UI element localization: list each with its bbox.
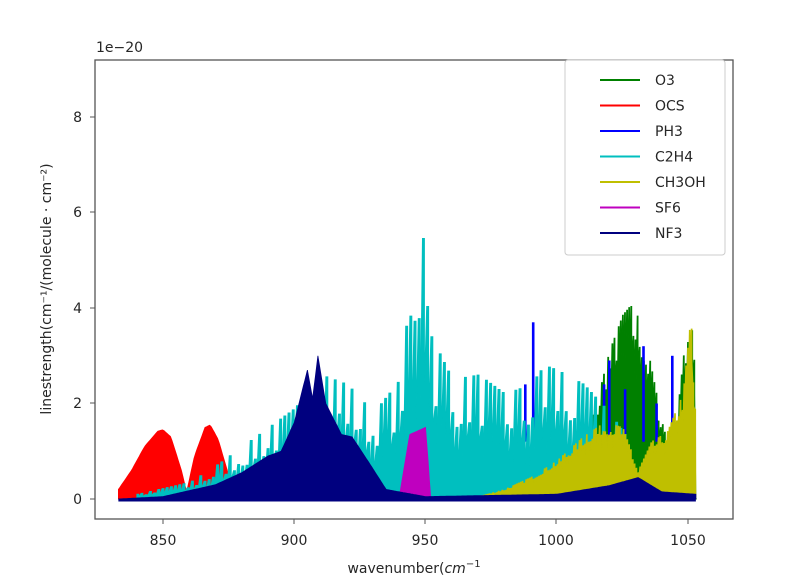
y-axis-label: linestrength(cm⁻¹/(molecule · cm⁻²)	[39, 163, 55, 414]
x-axis-label: wavenumber(cm−1	[347, 559, 480, 577]
series-c2h4	[136, 238, 636, 500]
legend: O3 OCS PH3 C2H4 CH3OH SF6 NF3	[564, 59, 726, 256]
series-ch3oh	[477, 328, 697, 500]
x-tick-label: 900	[281, 533, 308, 549]
y-offset-text: 1e−20	[96, 40, 143, 56]
series-ocs	[118, 424, 235, 500]
series-nf3	[118, 355, 697, 500]
y-tick-label: 6	[73, 205, 82, 221]
legend-label: OCS	[655, 99, 685, 115]
x-tick-label: 950	[412, 533, 439, 549]
x-tick-label: 1000	[538, 533, 574, 549]
axes-frame	[94, 59, 734, 520]
y-axis: 0 2 4 6 8 linestrength(cm⁻¹/(molecule · …	[39, 110, 95, 508]
y-tick-label: 2	[73, 396, 82, 412]
legend-label: C2H4	[655, 150, 693, 166]
series-sf6	[398, 426, 432, 500]
x-axis: 850 900 950 1000 1050 wavenumber(cm−1	[150, 519, 706, 577]
legend-label: SF6	[655, 201, 681, 217]
legend-label: NF3	[655, 226, 682, 242]
y-tick-label: 0	[73, 492, 82, 508]
x-tick-label: 1050	[670, 533, 706, 549]
y-tick-label: 8	[73, 110, 82, 126]
legend-label: CH3OH	[655, 175, 706, 191]
x-tick-label: 850	[150, 533, 177, 549]
legend-label: O3	[655, 73, 675, 89]
legend-box	[564, 59, 726, 256]
series-layer	[118, 238, 697, 502]
legend-label: PH3	[655, 124, 683, 140]
y-tick-label: 4	[73, 301, 82, 317]
